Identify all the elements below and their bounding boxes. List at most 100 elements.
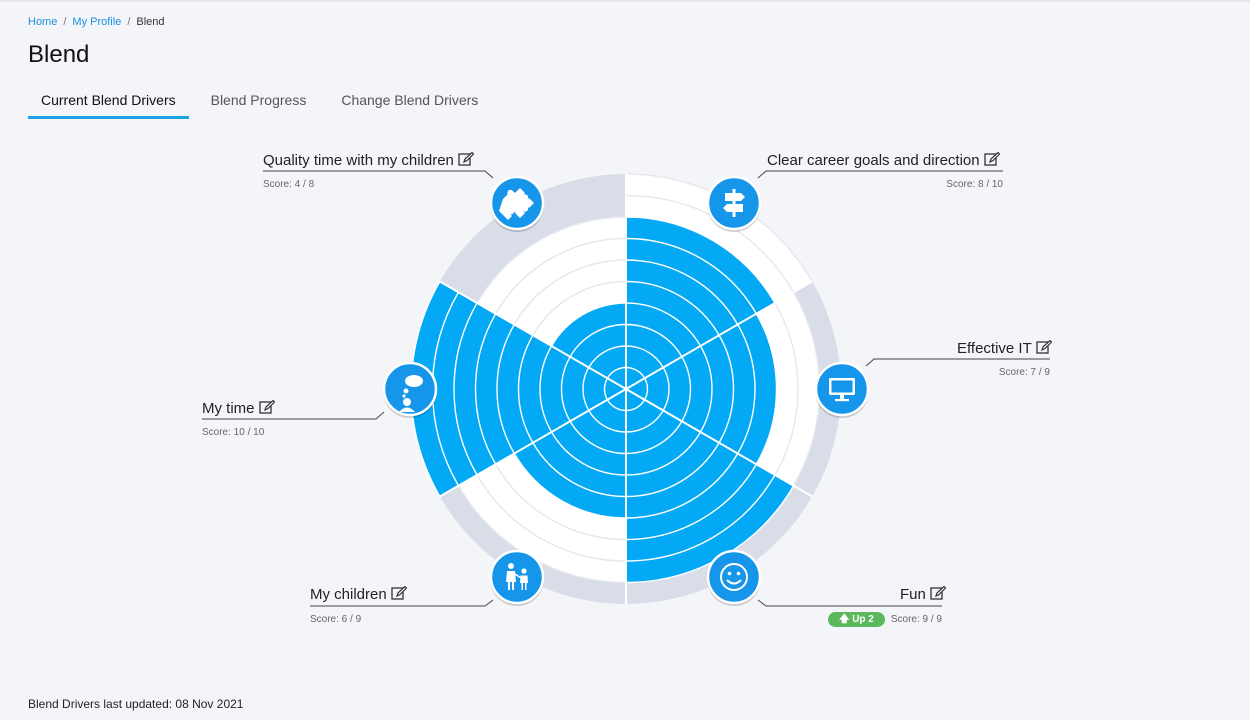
wheel-ring-line (474, 313, 497, 465)
children-icon-badge (489, 549, 545, 605)
wheel-ring-line (718, 334, 735, 444)
wheel-ring-line (643, 377, 649, 401)
children-icon (506, 563, 528, 590)
wheel-ring-line (737, 324, 756, 454)
wheel-ring-line (476, 474, 627, 562)
driver-name: Fun (900, 586, 926, 603)
wheel-ring-line (476, 216, 627, 304)
wheel-ring-line (550, 431, 627, 476)
wheel-ring-line (582, 367, 590, 411)
tab-bar: Current Blend Drivers Blend Progress Cha… (28, 86, 491, 119)
signpost-icon (723, 189, 745, 217)
wheel-ring-line (625, 463, 757, 541)
wheel-ring-line (625, 280, 720, 336)
wheel-ring-line (625, 302, 702, 347)
puzzle-icon (499, 188, 534, 220)
wheel-ring-line (625, 420, 683, 455)
wheel-ring-line (625, 442, 720, 498)
wheel-ring-line (625, 237, 757, 315)
wheel-ring-line (517, 334, 534, 444)
driver-name: Clear career goals and direction (767, 152, 980, 169)
wheel-ring-line (560, 356, 571, 422)
driver-label-career-goals[interactable]: Clear career goals and direction (767, 151, 1000, 169)
wheel-ring-line (625, 410, 664, 433)
wheel-ring-line (513, 453, 627, 519)
wheel-ring-line (662, 367, 670, 411)
badge-text: Up 2 (852, 614, 874, 625)
breadcrumb-profile-link[interactable]: My Profile (72, 16, 122, 28)
edit-icon[interactable] (983, 151, 1000, 167)
driver-score-my-children: Score: 6 / 9 (310, 614, 362, 625)
wheel-ring-line (495, 463, 627, 541)
wheel-ring-line (453, 302, 478, 476)
wheel-ring-line (625, 474, 776, 562)
driver-score-fun: Score: 9 / 9 (890, 614, 942, 625)
wheel-ring-line (588, 410, 627, 433)
leader-line (865, 358, 1050, 367)
wheel-ring-line (496, 324, 515, 454)
arrow-up-icon: 🡅 (839, 614, 850, 625)
smiley-icon-badge (706, 549, 762, 605)
breadcrumb-separator: / (127, 16, 131, 28)
wheel-ring-line (550, 302, 627, 347)
edit-icon[interactable] (258, 399, 275, 415)
tab-current-blend-drivers[interactable]: Current Blend Drivers (28, 86, 189, 119)
wheel-ring-line (588, 345, 627, 368)
wheel-ring-line (625, 453, 739, 519)
wheel-ring-line (625, 399, 646, 412)
wheel-ring-line (606, 399, 627, 412)
wheel-ring-line (681, 356, 692, 422)
edit-icon[interactable] (391, 585, 408, 601)
driver-name: Quality time with my children (263, 152, 454, 169)
wheel-ring-line (699, 345, 713, 433)
wheel-ring-line (532, 442, 627, 498)
edit-icon[interactable] (458, 151, 475, 167)
wheel-ring-line (625, 259, 739, 325)
thought-bubble-icon (399, 375, 423, 412)
driver-label-my-children[interactable]: My children (310, 585, 408, 603)
improvement-badge: 🡅 Up 2 (828, 612, 885, 627)
smiley-icon (720, 563, 748, 591)
breadcrumb-current: Blend (136, 16, 165, 28)
driver-score-career-goals: Score: 8 / 10 (946, 179, 1003, 190)
wheel-divider (439, 280, 627, 390)
wheel-sector-fill (626, 313, 777, 465)
driver-score-quality-time: Score: 4 / 8 (263, 179, 315, 190)
tab-blend-progress[interactable]: Blend Progress (210, 92, 307, 108)
breadcrumb-separator: / (63, 16, 67, 28)
leader-line (757, 170, 1003, 179)
driver-name: Effective IT (957, 340, 1032, 357)
wheel-ring-line (755, 313, 778, 465)
edit-icon[interactable] (930, 585, 947, 601)
wheel-ring-line (625, 216, 776, 304)
wheel-sector-fill (551, 303, 626, 389)
last-updated-text: Blend Drivers last updated: 08 Nov 2021 (28, 697, 244, 711)
wheel-sector-fill (626, 217, 775, 389)
wheel-ring-line (532, 280, 627, 336)
driver-label-my-time[interactable]: My time (202, 399, 275, 417)
wheel-ring-line (625, 366, 646, 379)
leader-line (757, 599, 942, 607)
driver-name: My children (310, 586, 387, 603)
driver-label-fun[interactable]: Fun (900, 585, 947, 603)
breadcrumb-home-link[interactable]: Home (28, 16, 58, 28)
tab-change-blend-drivers[interactable]: Change Blend Drivers (341, 92, 479, 108)
wheel-divider (439, 388, 627, 498)
wheel-ring-line (625, 431, 702, 476)
driver-label-quality-time[interactable]: Quality time with my children (263, 151, 475, 169)
edit-icon[interactable] (1036, 339, 1053, 355)
wheel-ring-line (625, 323, 683, 358)
wheel-divider (625, 388, 813, 498)
wheel-ring-line (625, 345, 664, 368)
wheel-ring-line (569, 420, 627, 455)
wheel-ring-line (569, 323, 627, 358)
driver-score-effective-it: Score: 7 / 9 (998, 367, 1050, 378)
monitor-icon (829, 378, 855, 402)
driver-label-effective-it[interactable]: Effective IT (957, 339, 1053, 357)
thought-bubble-icon-badge (382, 361, 438, 417)
wheel-ring-line (495, 237, 627, 315)
leader-line (202, 411, 385, 420)
driver-score-my-time: Score: 10 / 10 (202, 427, 265, 438)
wheel-ring-line (606, 366, 627, 379)
